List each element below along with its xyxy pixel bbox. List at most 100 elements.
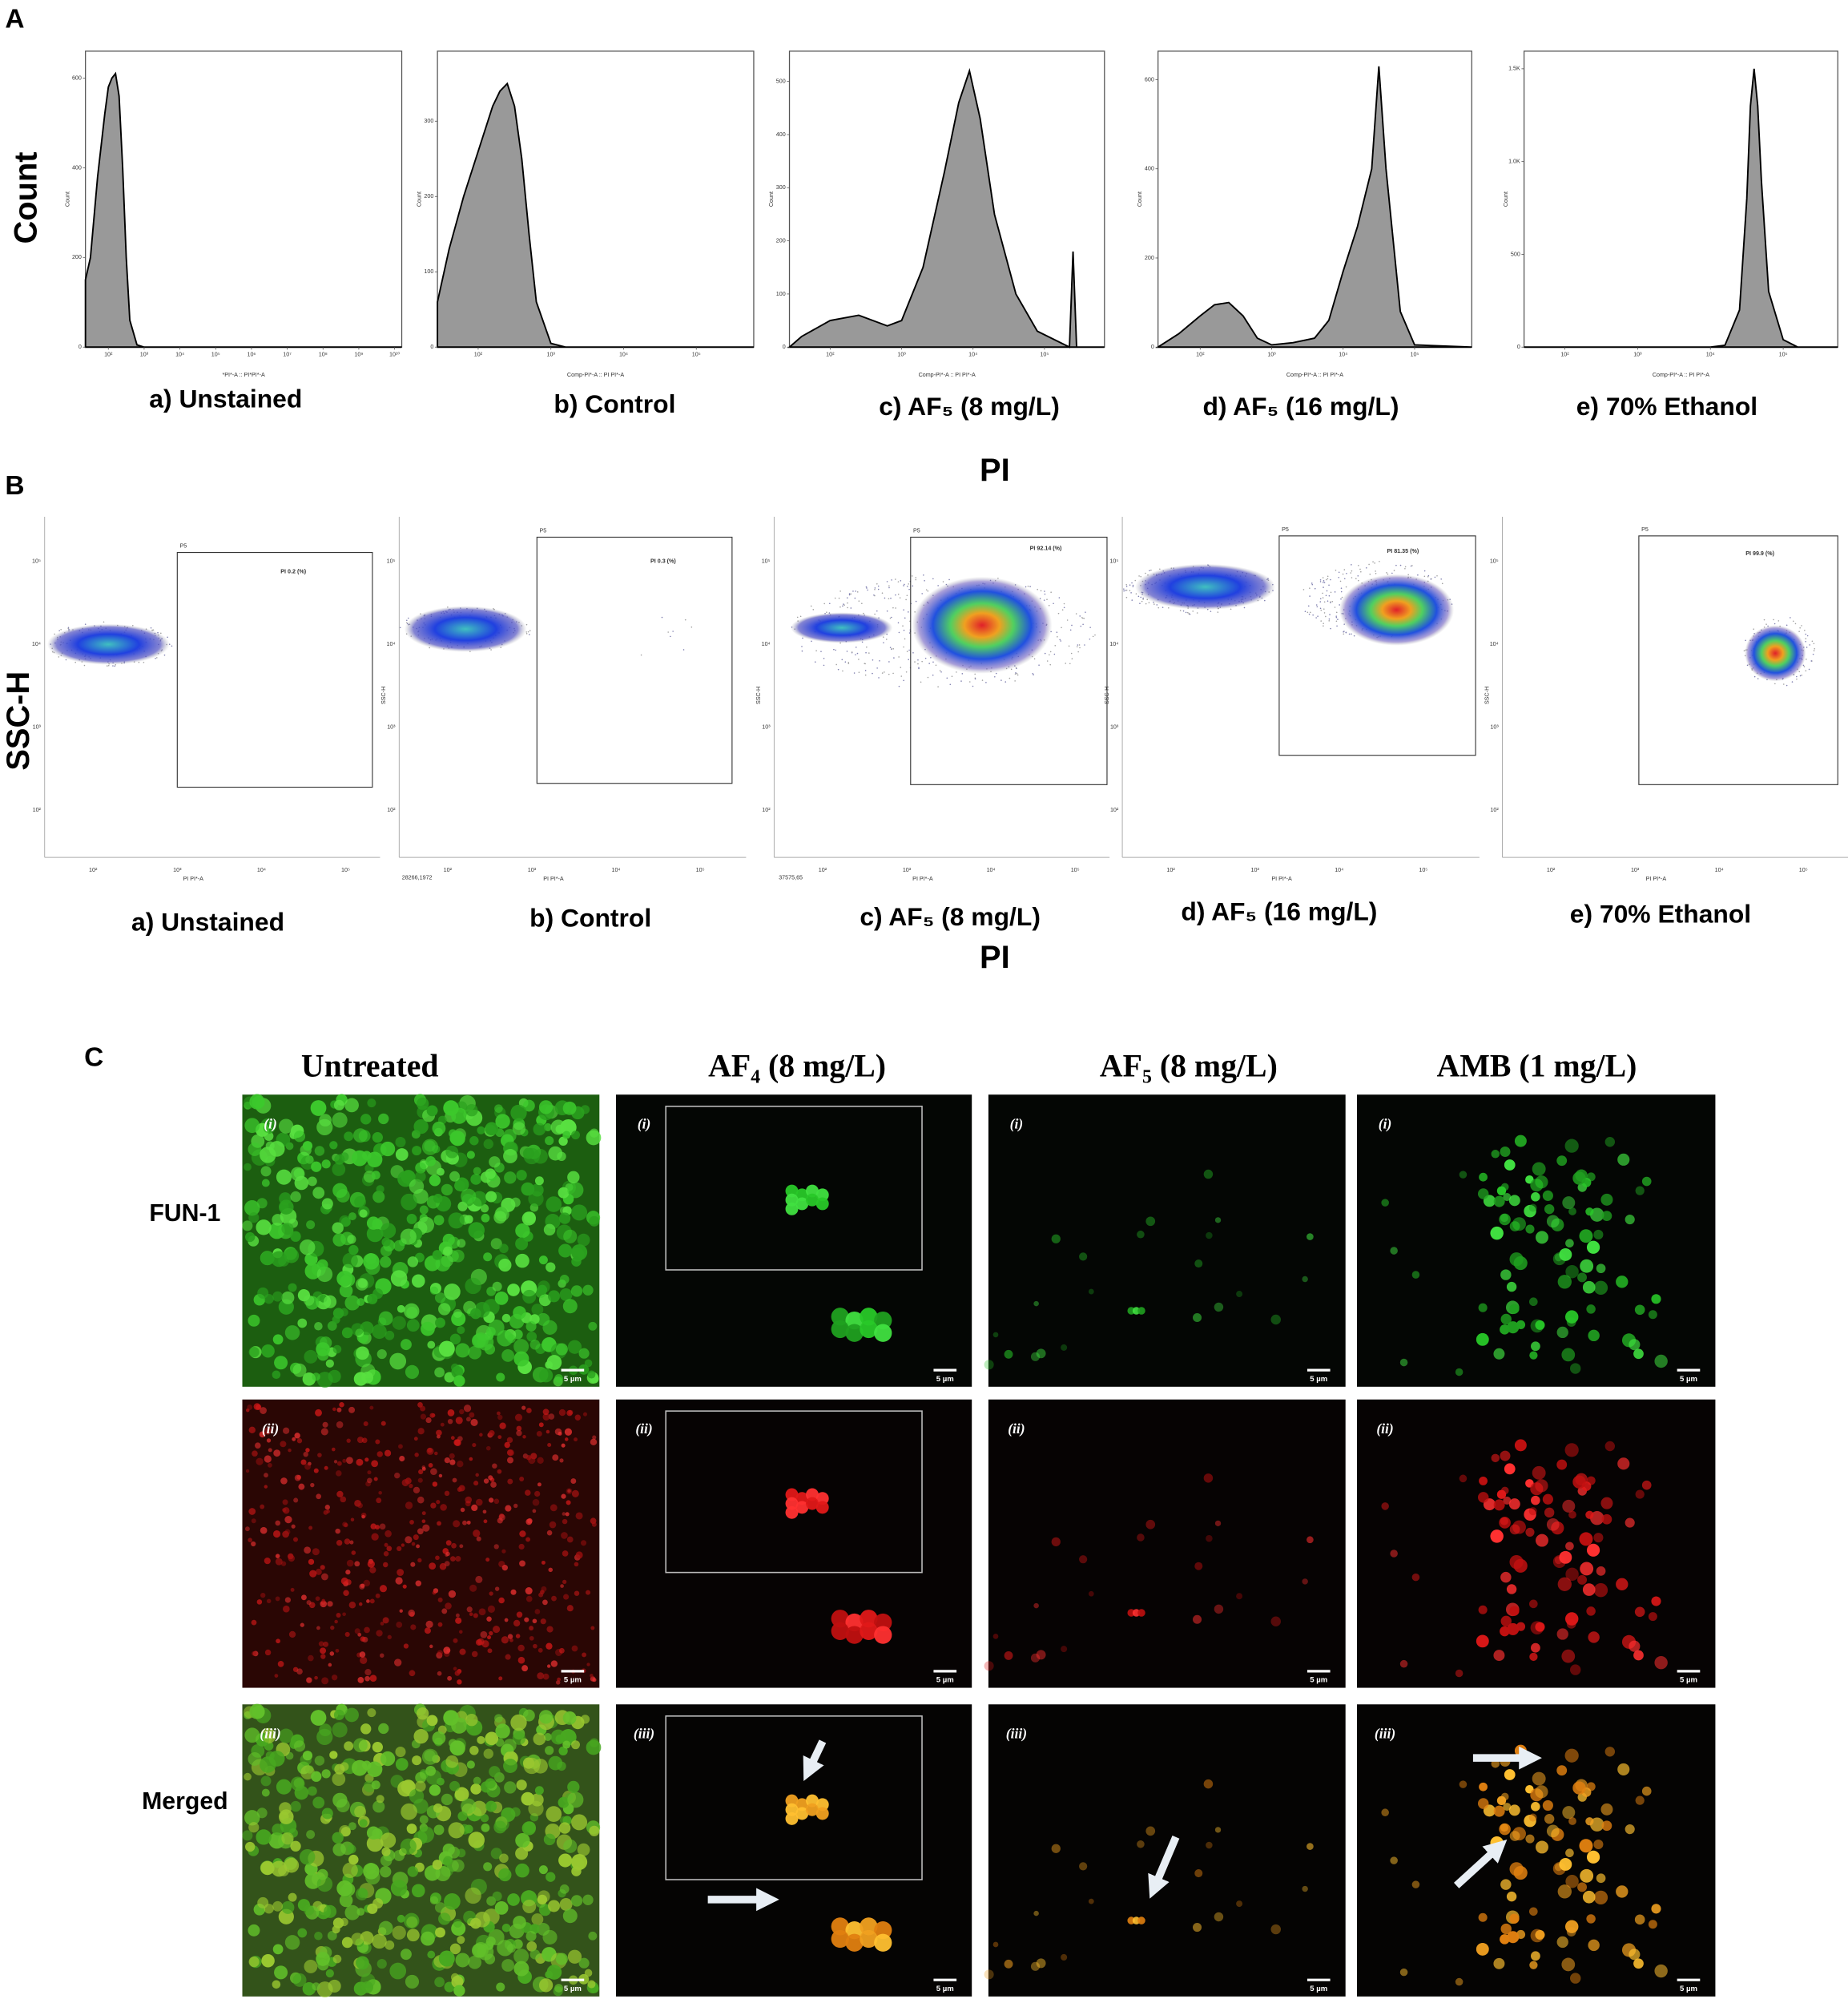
cell [470,1174,481,1185]
cell [356,1458,364,1466]
cell [1503,1193,1512,1202]
histogram-area [437,82,754,349]
cell [1503,1803,1512,1812]
event-dot [858,659,860,660]
event-dot [1792,620,1794,623]
event-dot [1311,583,1314,586]
cell [1604,1137,1616,1147]
cell [845,1920,864,1940]
x-tick-label: 10⁵ [692,352,701,358]
cell [845,1626,864,1644]
event-dot [672,631,674,632]
cell [366,1225,384,1243]
event-dot [1044,593,1046,595]
cell [1568,1817,1576,1825]
cell [806,1794,819,1808]
event-dot [1393,570,1395,571]
cell [1477,1798,1489,1809]
cell [435,1865,451,1882]
cell [1411,1573,1420,1582]
cell [1399,1968,1408,1977]
cell [292,1437,296,1441]
cell [1633,1958,1644,1969]
event-dot [1185,611,1187,614]
event-dot [899,597,901,598]
cell [1654,1354,1668,1368]
cell [1500,1879,1512,1890]
cell [465,1496,473,1504]
cell [507,1284,520,1296]
cell [1499,1517,1511,1529]
cell [417,1428,425,1435]
cell [845,1324,864,1342]
cell [874,1626,892,1644]
cell [1556,1459,1568,1470]
cell [574,1590,580,1596]
gate [1278,535,1476,756]
cell [365,1869,380,1885]
cell [1585,1817,1594,1826]
cell [256,1198,268,1209]
cell [453,1520,461,1528]
cell [1491,1453,1500,1463]
scale-bar-label: 5 µm [936,1985,954,1993]
cell [355,1278,368,1291]
event-dot [1139,603,1141,605]
cell [525,1595,533,1602]
cell [1604,1441,1616,1452]
event-dot [826,611,827,613]
event-dot [1372,561,1374,562]
cell [513,1306,526,1320]
cell [1270,1314,1281,1325]
event-dot [865,586,868,588]
event-dot [1137,595,1140,598]
cell [1582,1583,1596,1596]
y-tick-label: 400 [72,164,82,171]
cell [582,1412,588,1417]
cell [366,1151,383,1167]
cell [1500,1269,1512,1280]
cell [1557,1884,1572,1899]
event-dot [1145,572,1146,574]
cell [1036,1348,1046,1359]
event-dot [846,597,848,598]
cell [309,1570,317,1578]
cell [1194,1562,1203,1570]
cell [1390,1247,1398,1255]
event-dot [918,667,920,669]
cell [1546,1517,1560,1531]
cell [409,1483,413,1489]
cell [308,1602,316,1609]
cell [1004,1650,1013,1660]
event-dot [1335,620,1338,623]
event-dot [1328,620,1331,622]
event-dot [801,650,803,652]
cell [380,1751,396,1767]
cell [1137,1840,1145,1848]
cell [1634,1606,1645,1618]
cell [275,1554,280,1558]
event-dot [815,650,817,652]
cell [316,1868,328,1880]
micrograph [616,1094,972,1387]
cell [1493,1957,1505,1969]
cell [306,1830,316,1840]
cell [1580,1259,1594,1273]
axis-label: Count [768,191,775,207]
cell [586,1662,590,1666]
cell [592,1435,597,1440]
cell [586,1739,602,1755]
cell [546,1642,553,1650]
cell [795,1492,809,1505]
cell [1528,1507,1537,1516]
cell [473,1167,481,1175]
event-dot [1806,635,1809,637]
cell [278,1118,294,1134]
event-dot [981,679,984,681]
cell [380,1855,393,1867]
cell [244,1118,260,1134]
y-tick-label: 10⁴ [1109,641,1118,647]
cell [429,1413,435,1418]
cell [477,1638,485,1646]
cell [547,1290,561,1303]
